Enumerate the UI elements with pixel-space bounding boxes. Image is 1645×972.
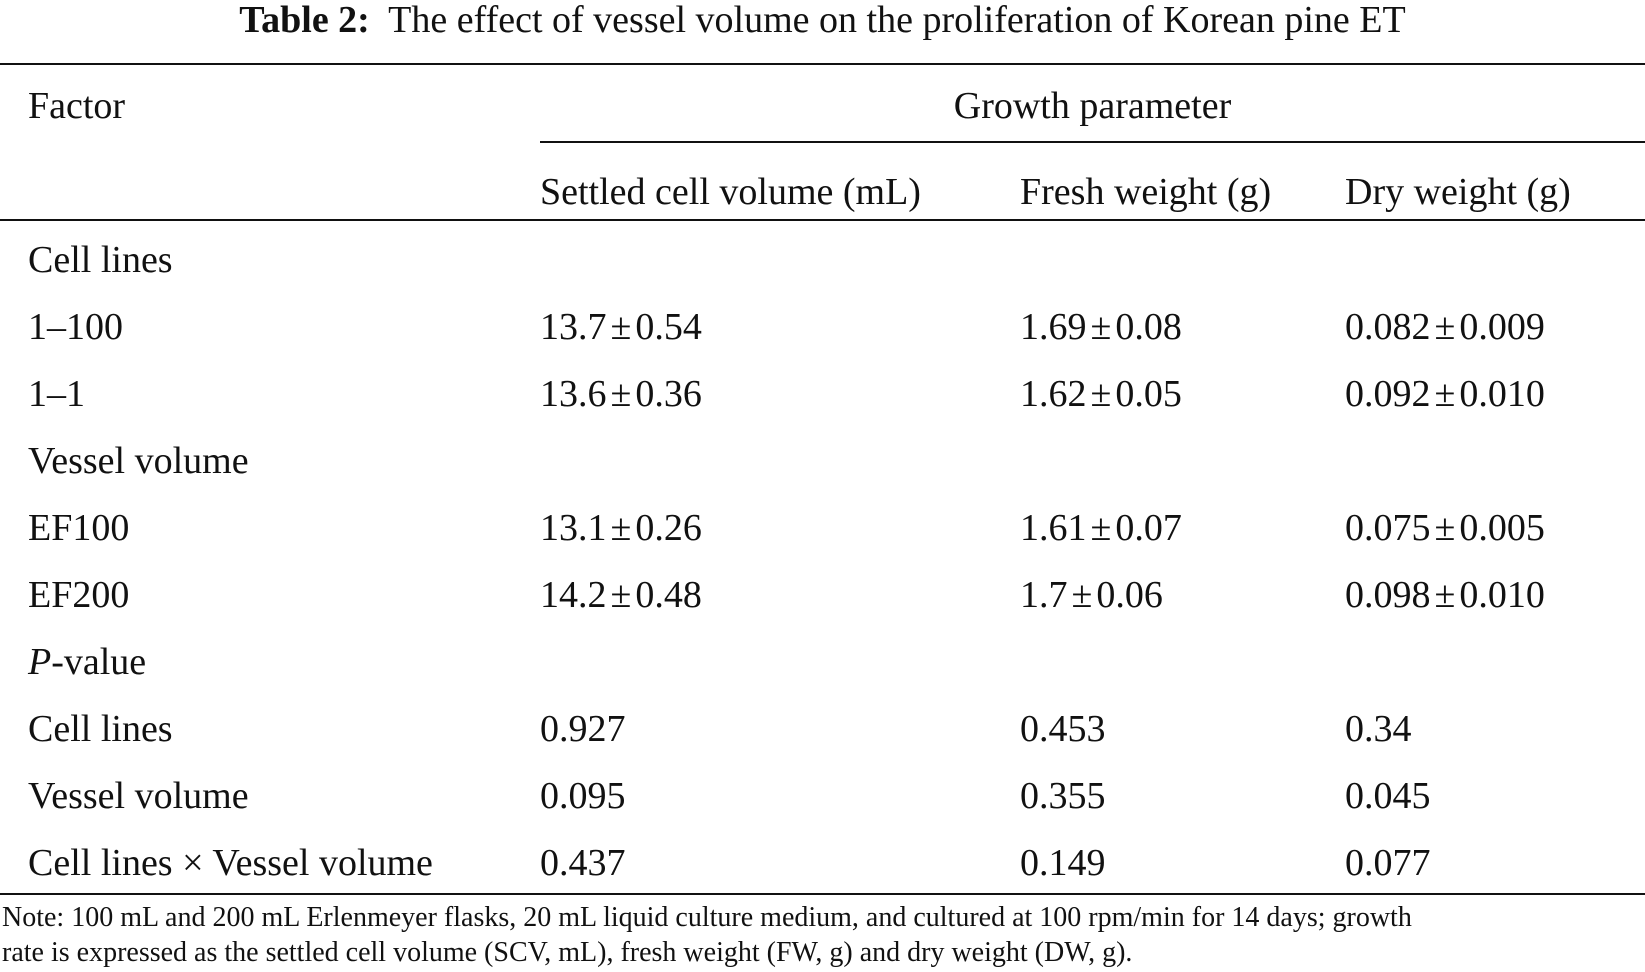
cell-scv: 13.6 ±0.36 (540, 373, 702, 415)
header-rule (0, 219, 1645, 221)
cell-dw: 0.098 ±0.010 (1345, 574, 1545, 616)
row-label: EF200 (28, 574, 130, 616)
cell-scv: 14.2 ±0.48 (540, 574, 702, 616)
cell-dw: 0.077 (1345, 842, 1431, 884)
row-label: EF100 (28, 507, 130, 549)
cell-scv: 0.095 (540, 775, 626, 817)
row-label: 1–100 (28, 306, 123, 348)
bottom-rule (0, 893, 1645, 895)
row-label: Cell lines (28, 708, 173, 750)
cell-dw: 0.092 ±0.010 (1345, 373, 1545, 415)
cell-dw: 0.34 (1345, 708, 1412, 750)
cell-dw: 0.075 ±0.005 (1345, 507, 1545, 549)
cell-fw: 1.7 ±0.06 (1020, 574, 1163, 616)
table-title-text: The effect of vessel volume on the proli… (388, 0, 1406, 41)
header-fresh-weight: Fresh weight (g) (1020, 171, 1272, 213)
cell-dw: 0.045 (1345, 775, 1431, 817)
header-growth-parameter: Growth parameter (953, 85, 1232, 127)
table-note: Note: 100 mL and 200 mL Erlenmeyer flask… (2, 900, 1642, 970)
cell-fw: 1.62 ±0.05 (1020, 373, 1182, 415)
row-label: Vessel volume (28, 775, 249, 817)
table-title-label: Table 2: (239, 0, 370, 41)
cell-scv: 13.1 ±0.26 (540, 507, 702, 549)
cell-fw: 1.69 ±0.08 (1020, 306, 1182, 348)
note-line: rate is expressed as the settled cell vo… (2, 937, 1133, 968)
cell-scv: 0.927 (540, 708, 626, 750)
header-factor: Factor (28, 85, 126, 127)
section-p-value: P-value (28, 641, 147, 683)
row-label: 1–1 (28, 373, 85, 415)
cell-fw: 0.355 (1020, 775, 1106, 817)
cell-dw: 0.082 ±0.009 (1345, 306, 1545, 348)
cell-scv: 0.437 (540, 842, 626, 884)
table-title: Table 2: The effect of vessel volume on … (0, 0, 1645, 44)
cell-fw: 0.149 (1020, 842, 1106, 884)
top-rule (0, 63, 1645, 65)
section-cell-lines: Cell lines (28, 239, 173, 281)
cell-fw: 0.453 (1020, 708, 1106, 750)
header-dry-weight: Dry weight (g) (1345, 171, 1571, 213)
cell-scv: 13.7 ±0.54 (540, 306, 702, 348)
header-settled-cell-volume: Settled cell volume (mL) (540, 171, 921, 213)
section-vessel-volume: Vessel volume (28, 440, 249, 482)
note-line: Note: 100 mL and 200 mL Erlenmeyer flask… (2, 902, 1412, 933)
group-rule (540, 141, 1645, 143)
cell-fw: 1.61 ±0.07 (1020, 507, 1182, 549)
row-label: Cell lines × Vessel volume (28, 842, 433, 884)
